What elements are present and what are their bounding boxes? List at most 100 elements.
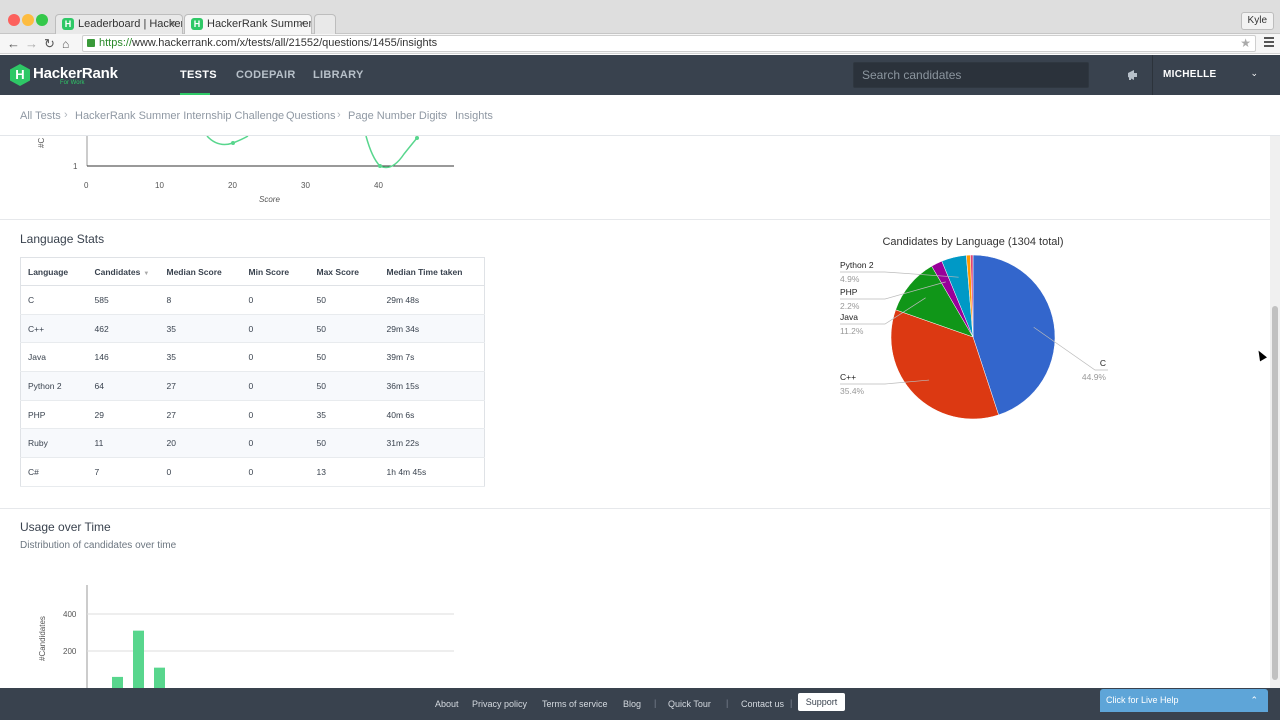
language-stats-title: Language Stats [20, 232, 105, 246]
pie-slice-c-[interactable] [890, 309, 999, 420]
usage-bar[interactable] [112, 676, 123, 688]
pie-label-percent: 44.9% [1082, 372, 1107, 382]
announcements-icon[interactable] [1126, 68, 1140, 82]
column-header[interactable]: Max Score [309, 257, 380, 286]
table-cell: 29 [87, 400, 160, 430]
usage-bar[interactable] [154, 667, 165, 688]
back-icon[interactable]: ← [7, 36, 20, 51]
pie-label-leader-line [840, 297, 926, 325]
usage-bar[interactable] [133, 630, 144, 688]
close-tab-icon[interactable]: × [169, 18, 176, 30]
url-field[interactable]: https://www.hackerrank.com/x/tests/all/2… [82, 35, 1256, 52]
table-cell: Python 2 [20, 371, 88, 401]
live-help-label: Click for Live Help [1106, 695, 1179, 705]
live-help-button[interactable]: Click for Live Help ⌃ [1100, 689, 1268, 712]
new-tab-button[interactable] [314, 14, 336, 34]
footer-link-blog[interactable]: Blog [623, 699, 642, 709]
table-cell: 7 [87, 457, 160, 487]
column-header[interactable]: Min Score [241, 257, 310, 286]
insights-content: #C 1 0 10 20 30 40 Score Language Stats … [0, 136, 1270, 688]
candidates-by-language-pie-chart: Candidates by Language (1304 total) C 44.… [840, 236, 1108, 420]
footer-link-contact[interactable]: Contact us [741, 699, 785, 709]
home-icon[interactable]: ⌂ [62, 37, 70, 51]
table-cell: 27 [159, 400, 242, 430]
app-header: H HackerRank For Work TESTS CODEPAIR LIB… [0, 55, 1280, 95]
x-tick: 10 [155, 181, 164, 190]
browser-tab-summer-intern[interactable]: H HackerRank Summer Intern × [184, 14, 312, 34]
close-tab-icon[interactable]: × [298, 18, 305, 30]
support-button[interactable]: Support [798, 693, 845, 711]
x-tick: 0 [84, 181, 89, 190]
column-header-label: Candidates [94, 266, 141, 277]
table-cell: 27 [159, 371, 242, 401]
table-cell: 1h 4m 45s [379, 457, 485, 487]
column-header-candidates[interactable]: Candidates ▼ [87, 257, 160, 286]
chevron-right-icon: › [444, 109, 448, 121]
nav-codepair[interactable]: CODEPAIR [236, 69, 296, 81]
table-cell: 0 [241, 400, 310, 430]
breadcrumb-all-tests[interactable]: All Tests [20, 110, 61, 122]
chevron-right-icon: › [275, 109, 279, 121]
table-cell: 35 [159, 314, 242, 344]
column-header[interactable]: Median Time taken [379, 257, 485, 286]
score-point [378, 164, 382, 168]
breadcrumb-question[interactable]: Page Number Digits [348, 110, 447, 122]
footer-link-privacy[interactable]: Privacy policy [472, 699, 528, 709]
table-row: Python 2 64 27 0 50 36m 15s [20, 371, 485, 401]
table-cell: 29m 34s [379, 314, 485, 344]
nav-tests[interactable]: TESTS [180, 69, 217, 81]
pie-slice-c-[interactable] [970, 254, 974, 338]
forward-icon[interactable]: → [25, 36, 38, 51]
bookmark-star-icon[interactable]: ★ [1240, 36, 1251, 50]
footer-separator: | [726, 698, 729, 708]
page-scrollbar[interactable] [1270, 136, 1280, 688]
table-cell: 13 [309, 457, 380, 487]
section-divider [0, 508, 1270, 509]
pie-labels: C 44.9% C++ 35.4% Java 11.2% PHP 2.2% Python 2 4.… [840, 260, 1108, 396]
search-candidates-input[interactable]: Search candidates [853, 62, 1089, 88]
url-scheme: https:// [99, 37, 133, 49]
reload-icon[interactable]: ↻ [44, 36, 55, 51]
footer-link-quick-tour[interactable]: Quick Tour [668, 699, 711, 709]
minimize-window-button[interactable] [22, 14, 34, 26]
chevron-right-icon: › [337, 109, 341, 121]
pie-label-percent: 4.9% [840, 274, 860, 284]
chevron-right-icon: › [64, 109, 68, 121]
browser-tab-leaderboard[interactable]: H Leaderboard | HackerRank × [55, 14, 183, 34]
active-nav-underline [180, 93, 210, 95]
usage-over-time-subtitle: Distribution of candidates over time [20, 540, 177, 551]
nav-library[interactable]: LIBRARY [313, 69, 364, 81]
browser-profile-button[interactable]: Kyle [1240, 12, 1274, 30]
column-header[interactable]: Language [20, 257, 88, 286]
table-cell: C [20, 285, 88, 315]
footer: About Privacy policy Terms of service Bl… [0, 688, 1280, 720]
hackerrank-logo-icon[interactable]: H [10, 64, 30, 86]
breadcrumb-test[interactable]: HackerRank Summer Internship Challenge [75, 110, 285, 122]
table-cell: 20 [159, 428, 242, 459]
y-axis-label: #Candidates [38, 616, 47, 661]
table-cell: 50 [309, 342, 380, 373]
pie-label-name: Python 2 [840, 260, 874, 270]
score-line-segment [206, 136, 249, 146]
zoom-window-button[interactable] [36, 14, 48, 26]
usage-bar-chart: #Candidates 400 200 [38, 585, 454, 688]
user-menu[interactable]: MICHELLE ⌄ [1152, 55, 1268, 95]
browser-menu-icon[interactable] [1264, 37, 1274, 47]
scrollbar-thumb[interactable] [1272, 306, 1278, 680]
footer-link-terms[interactable]: Terms of service [542, 699, 608, 709]
x-tick: 40 [374, 181, 383, 190]
table-row: C++ 462 35 0 50 29m 34s [20, 314, 485, 344]
breadcrumb-questions[interactable]: Questions [286, 110, 336, 122]
column-header[interactable]: Median Score [159, 257, 242, 286]
table-cell: 11 [87, 428, 160, 459]
table-row: C 585 8 0 50 29m 48s [20, 285, 485, 315]
table-cell: 35 [309, 400, 380, 430]
table-cell: 0 [241, 314, 310, 344]
pie-slice-c[interactable] [972, 254, 1056, 416]
close-window-button[interactable] [8, 14, 20, 26]
score-line-segment [365, 136, 418, 169]
logo-text[interactable]: HackerRank [33, 65, 118, 82]
breadcrumb: All Tests › HackerRank Summer Internship… [0, 95, 1280, 136]
footer-link-about[interactable]: About [435, 699, 459, 709]
table-cell: 146 [87, 342, 160, 373]
